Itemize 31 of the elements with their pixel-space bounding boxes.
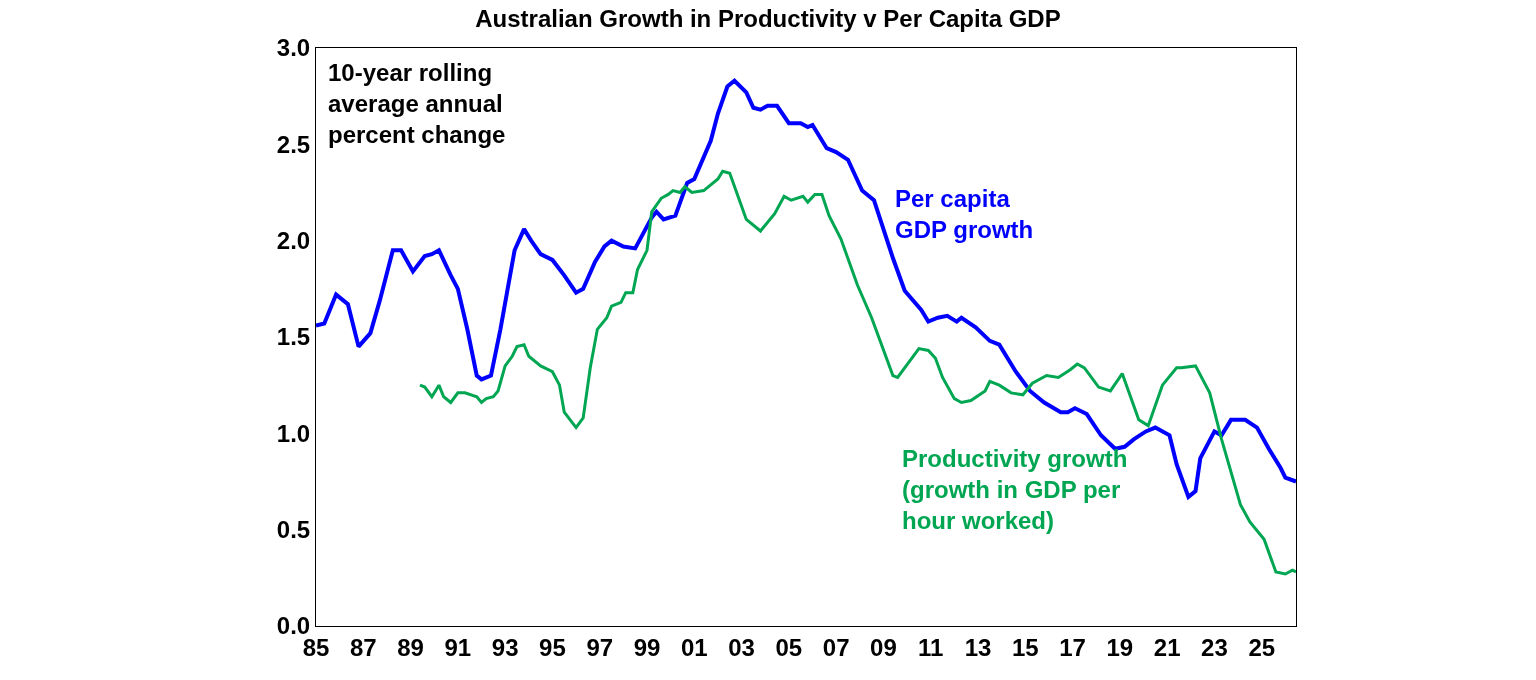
x-tick-label: 21 xyxy=(1153,633,1181,661)
x-tick-label: 19 xyxy=(1106,633,1134,661)
series-label: Per capita GDP growth xyxy=(895,185,1034,244)
y-tick-label: 2.5 xyxy=(276,130,311,158)
y-tick-label: 1.0 xyxy=(276,419,311,447)
x-tick-label: 01 xyxy=(680,633,708,661)
chart-title: Australian Growth in Productivity v Per Capita GDP xyxy=(475,5,1061,32)
y-tick-label: 1.5 xyxy=(276,323,311,351)
x-tick-label: 03 xyxy=(728,633,755,661)
series-label: Productivity growth (growth in GDP per hour worked) xyxy=(902,445,1128,535)
y-tick-label: 0.5 xyxy=(276,516,311,544)
line-series xyxy=(418,169,1296,576)
x-tick-label: 07 xyxy=(822,633,850,661)
x-tick-label: 93 xyxy=(491,633,519,661)
x-tick-label: 95 xyxy=(539,633,566,661)
x-tick-label: 23 xyxy=(1201,633,1228,661)
x-tick-label: 05 xyxy=(775,633,803,661)
x-tick-label: 15 xyxy=(1011,633,1039,661)
x-tick-label: 17 xyxy=(1059,633,1086,661)
x-tick-label: 87 xyxy=(349,633,377,661)
y-tick-label: 3.0 xyxy=(276,34,311,62)
x-tick-label: 91 xyxy=(444,633,472,661)
x-tick-label: 99 xyxy=(633,633,661,661)
x-tick-label: 97 xyxy=(586,633,614,661)
x-tick-label: 09 xyxy=(870,633,897,661)
x-tick-label: 25 xyxy=(1248,633,1276,661)
annotation: 10-year rolling average annual percent change xyxy=(328,59,506,149)
y-tick-label: 2.0 xyxy=(276,227,311,255)
x-tick-label: 11 xyxy=(918,633,944,661)
x-tick-label: 13 xyxy=(964,633,992,661)
x-tick-label: 89 xyxy=(397,633,424,661)
